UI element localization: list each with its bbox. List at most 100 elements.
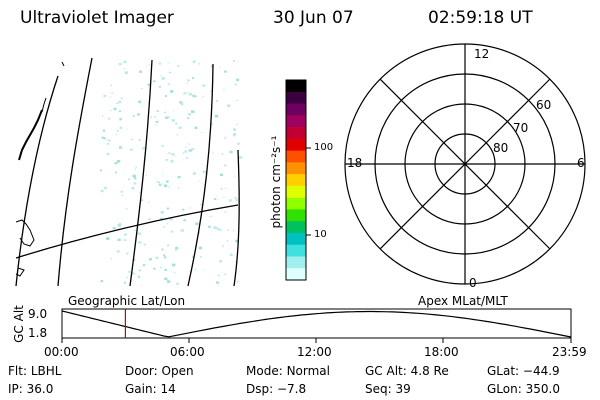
speckle	[175, 249, 177, 252]
speckle	[106, 237, 110, 240]
speckle	[138, 191, 140, 193]
speckle	[194, 269, 197, 271]
speckle	[224, 137, 226, 139]
colorbar-step	[286, 232, 306, 246]
speckle	[112, 227, 116, 230]
colorbar-step	[286, 256, 306, 269]
info-mode: Mode: Normal	[246, 364, 330, 378]
speckle	[110, 109, 112, 111]
speckle	[169, 218, 173, 221]
speckle	[166, 280, 171, 283]
speckle	[212, 152, 214, 154]
colorbar-tick-label: 10	[314, 229, 327, 240]
speckle	[142, 264, 146, 267]
speckle	[214, 114, 219, 118]
speckle	[133, 258, 136, 261]
speckle	[109, 96, 112, 98]
speckle	[216, 195, 218, 197]
speckle	[183, 92, 187, 95]
colorbar-frame	[285, 79, 307, 281]
colorbar-step	[286, 80, 306, 93]
speckle	[185, 146, 187, 148]
speckle	[233, 60, 235, 62]
speckle	[175, 122, 178, 125]
speckle	[160, 267, 162, 269]
speckle	[128, 178, 130, 181]
speckle	[234, 83, 237, 86]
speckle	[156, 181, 159, 183]
speckle	[171, 119, 175, 122]
speckle	[177, 187, 180, 189]
speckle	[176, 134, 178, 136]
speckle	[149, 138, 151, 140]
speckle	[153, 80, 156, 83]
speckle	[198, 246, 203, 250]
speckle	[100, 280, 104, 283]
speckle	[123, 281, 126, 284]
speckle	[120, 97, 123, 100]
speckle	[138, 269, 142, 272]
altitude-curve	[61, 310, 572, 338]
speckle	[154, 116, 157, 118]
colorbar-step	[286, 150, 306, 163]
speckle	[173, 272, 176, 274]
speckle	[123, 233, 127, 236]
speckle	[166, 244, 170, 247]
speckle	[226, 240, 229, 242]
speckle	[236, 100, 238, 101]
speckle	[131, 138, 133, 140]
speckle	[167, 116, 170, 118]
speckle	[222, 245, 225, 247]
speckle	[201, 132, 203, 133]
info-ip: IP: 36.0	[8, 382, 54, 396]
speckle	[115, 171, 117, 174]
speckle	[107, 139, 109, 141]
speckle	[236, 78, 240, 82]
timeline-x-tick: 00:00	[44, 345, 79, 359]
speckle	[107, 117, 111, 120]
speckle	[116, 102, 119, 105]
speckle	[152, 267, 156, 270]
speckle	[197, 232, 201, 234]
speckle	[119, 110, 122, 113]
timeline-x-tick: 23:59	[552, 345, 587, 359]
speckle	[126, 128, 128, 130]
speckle	[123, 239, 127, 241]
speckle	[169, 71, 171, 74]
speckle	[138, 100, 142, 104]
speckle	[232, 128, 237, 131]
timeline-y-label: GC Alt	[12, 305, 26, 343]
speckle	[182, 208, 185, 211]
speckle	[125, 208, 128, 210]
info-flt: Flt: LBHL	[8, 364, 62, 378]
speckle	[183, 219, 186, 222]
colorbar-step	[286, 197, 306, 210]
speckle	[192, 256, 194, 258]
speckle	[188, 143, 190, 145]
speckle	[132, 174, 136, 178]
speckle	[163, 256, 167, 259]
speckle	[167, 83, 170, 86]
speckle	[218, 229, 222, 231]
speckle	[141, 87, 143, 89]
colorbar-step	[286, 268, 306, 281]
speckle	[200, 203, 203, 206]
speckle	[234, 175, 236, 177]
speckle	[147, 83, 151, 86]
speckle	[180, 103, 184, 106]
speckle	[124, 71, 128, 74]
speckle	[202, 96, 204, 98]
speckle	[160, 75, 162, 77]
speckle	[224, 70, 227, 73]
coastline	[15, 267, 25, 277]
speckle	[171, 263, 176, 267]
timeline-x-tick: 06:00	[170, 345, 205, 359]
speckle	[164, 95, 167, 97]
speckle	[164, 268, 167, 271]
speckle	[141, 106, 143, 107]
colorbar-step	[286, 103, 306, 116]
instrument-title: Ultraviolet Imager	[20, 8, 174, 28]
speckle	[188, 149, 192, 152]
speckle	[223, 89, 225, 91]
speckle	[233, 133, 236, 135]
